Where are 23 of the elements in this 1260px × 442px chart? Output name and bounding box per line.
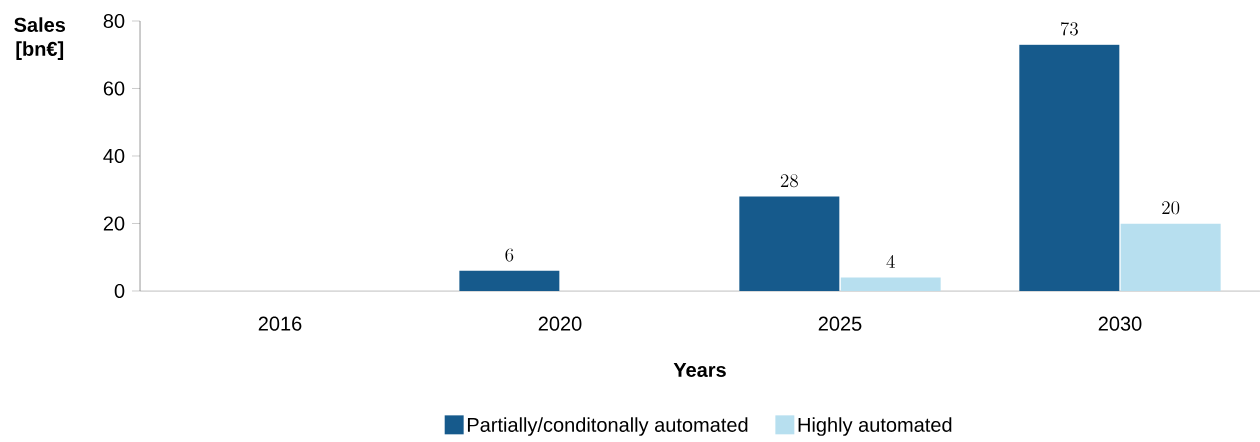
bar: [840, 277, 941, 291]
y-tick-label: 40: [103, 148, 125, 164]
data-label: 20: [1162, 201, 1180, 215]
x-axis-title: Years: [673, 363, 726, 377]
x-tick-label: 2025: [818, 316, 862, 331]
y-axis-title: Sales [bn€]: [14, 17, 66, 60]
y-tick-label: 20: [103, 216, 125, 231]
data-label: 4: [886, 254, 895, 268]
bar: [459, 270, 560, 291]
data-label: 28: [780, 174, 798, 188]
y-tick-label: 80: [103, 13, 125, 29]
y-tick-label: 0: [114, 283, 125, 299]
x-tick-label: 2020: [538, 316, 582, 331]
legend-label: Highly automated: [798, 417, 952, 436]
bar: [739, 196, 840, 291]
y-tick-label: 60: [103, 81, 125, 96]
x-tick-label: 2016: [258, 316, 302, 331]
data-label: 6: [505, 248, 514, 262]
bar: [1019, 44, 1120, 291]
bar: [1120, 223, 1221, 291]
data-label: 73: [1060, 22, 1078, 36]
x-tick-label: 2030: [1098, 316, 1142, 331]
legend-label: Partially/conditonally automated: [467, 417, 748, 436]
